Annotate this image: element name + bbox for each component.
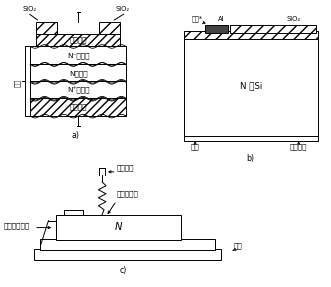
Text: 欧姆接触电极: 欧姆接触电极: [4, 223, 30, 229]
Text: N 型Si: N 型Si: [240, 82, 262, 91]
Text: 支架: 支架: [233, 243, 242, 249]
Text: 欧姆接触: 欧姆接触: [290, 143, 307, 150]
Bar: [230, 25, 316, 32]
Text: Al: Al: [218, 15, 224, 22]
Bar: [56, 215, 181, 240]
Text: 阳极金属: 阳极金属: [70, 37, 87, 43]
Text: 硅片: 硅片: [14, 79, 21, 87]
Text: 电极*: 电极*: [191, 15, 202, 22]
Text: N⁺阴极层: N⁺阴极层: [67, 87, 89, 94]
Bar: [36, 22, 57, 34]
Text: b): b): [247, 154, 255, 163]
Text: SiO₂: SiO₂: [287, 15, 301, 22]
Bar: [184, 36, 318, 136]
Bar: [64, 210, 83, 215]
Text: SiO₂: SiO₂: [23, 6, 37, 12]
Text: a): a): [71, 131, 79, 140]
Bar: [40, 238, 215, 251]
Text: N⁻外延层: N⁻外延层: [67, 52, 89, 59]
Text: c): c): [119, 266, 127, 275]
Bar: [34, 249, 221, 260]
Text: 金属触针: 金属触针: [117, 165, 134, 171]
Text: 电极: 电极: [191, 143, 200, 150]
Bar: [30, 46, 126, 64]
Text: N: N: [115, 222, 122, 232]
Bar: [205, 25, 228, 32]
Text: SiO₂: SiO₂: [116, 6, 130, 12]
Bar: [184, 30, 318, 38]
Bar: [30, 98, 126, 116]
Bar: [36, 34, 120, 46]
Text: N型基片: N型基片: [69, 70, 87, 77]
Bar: [184, 136, 318, 141]
Text: 阴极金属: 阴极金属: [70, 104, 87, 110]
Bar: [99, 22, 120, 34]
Bar: [30, 81, 126, 99]
Bar: [30, 64, 126, 82]
Text: 半导体晶片: 半导体晶片: [117, 191, 138, 197]
